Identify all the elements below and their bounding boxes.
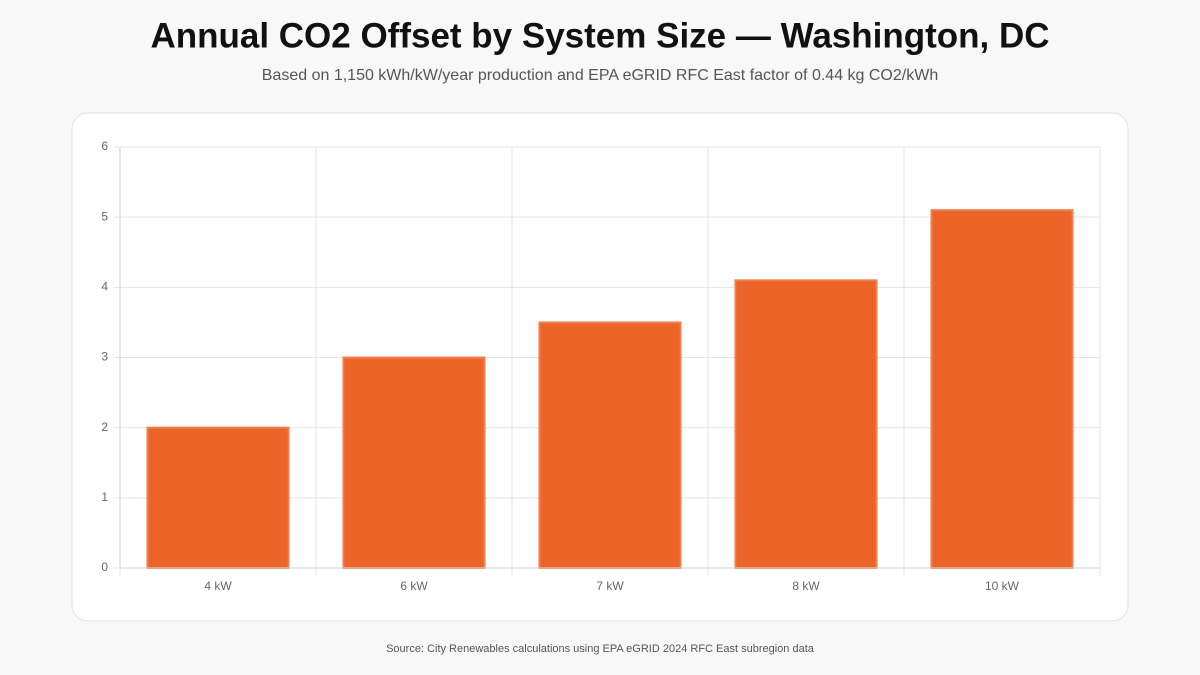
x-tick-label: 4 kW [204,579,232,593]
x-tick-label: 6 kW [400,579,428,593]
x-tick-label: 10 kW [985,579,1020,593]
y-tick-label: 4 [101,280,108,294]
x-tick-label: 8 kW [792,579,820,593]
y-tick-label: 3 [101,350,108,364]
y-tick-label: 0 [101,560,108,574]
y-tick-label: 6 [101,139,108,153]
bar [146,426,290,569]
bar [342,356,486,569]
chart-title: Annual CO2 Offset by System Size — Washi… [150,16,1049,55]
bar [930,209,1074,569]
y-tick-label: 1 [101,490,108,504]
bar [538,321,682,569]
y-tick-label: 5 [101,209,108,223]
x-tick-label: 7 kW [596,579,624,593]
chart-subtitle: Based on 1,150 kWh/kW/year production an… [262,67,938,84]
source-note: Source: City Renewables calculations usi… [386,643,815,655]
y-tick-label: 2 [101,420,108,434]
bar [734,279,878,569]
